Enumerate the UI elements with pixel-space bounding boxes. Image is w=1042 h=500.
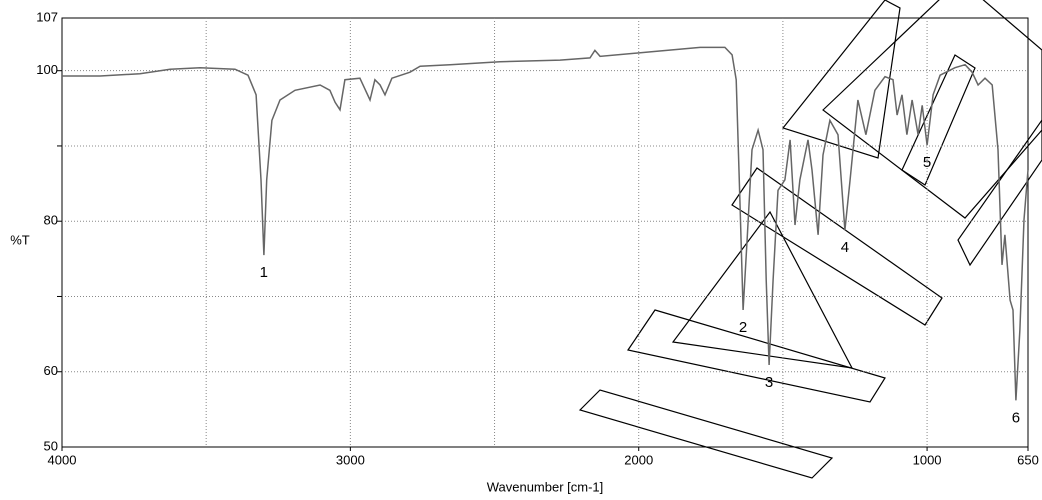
- y-tick-label: 80: [44, 213, 58, 228]
- y-axis-label: %T: [10, 232, 30, 247]
- watermark-shape: [901, 54, 976, 186]
- peak-label: 6: [1012, 409, 1020, 426]
- peak-label: 4: [841, 239, 849, 256]
- y-tick-label: 60: [44, 363, 58, 378]
- y-tick-label: 100: [36, 62, 58, 77]
- watermark-shape: [822, 0, 1042, 219]
- peak-label: 5: [923, 154, 931, 171]
- watermark-shape: [627, 309, 886, 403]
- watermark-shape: [578, 389, 834, 479]
- x-axis-label: Wavenumber [cm-1]: [487, 479, 604, 494]
- x-tick-label: 3000: [336, 452, 365, 467]
- y-tick-label: 107: [36, 9, 58, 24]
- watermark-shape: [781, 0, 901, 159]
- plot-frame: [61, 17, 1029, 448]
- x-tick-label: 1000: [913, 452, 942, 467]
- peak-label: 1: [260, 264, 268, 281]
- watermark-shape: [671, 210, 854, 369]
- peak-label: 2: [739, 319, 747, 336]
- y-tick-label: 50: [44, 438, 58, 453]
- watermark-shape: [957, 118, 1042, 267]
- watermark: [578, 0, 1042, 479]
- x-tick-label: 4000: [48, 452, 77, 467]
- watermark-shape: [731, 167, 943, 326]
- peak-label: 3: [765, 374, 773, 391]
- x-tick-label: 2000: [624, 452, 653, 467]
- spectrum-line: [62, 46, 1029, 401]
- x-tick-label: 650: [1017, 452, 1039, 467]
